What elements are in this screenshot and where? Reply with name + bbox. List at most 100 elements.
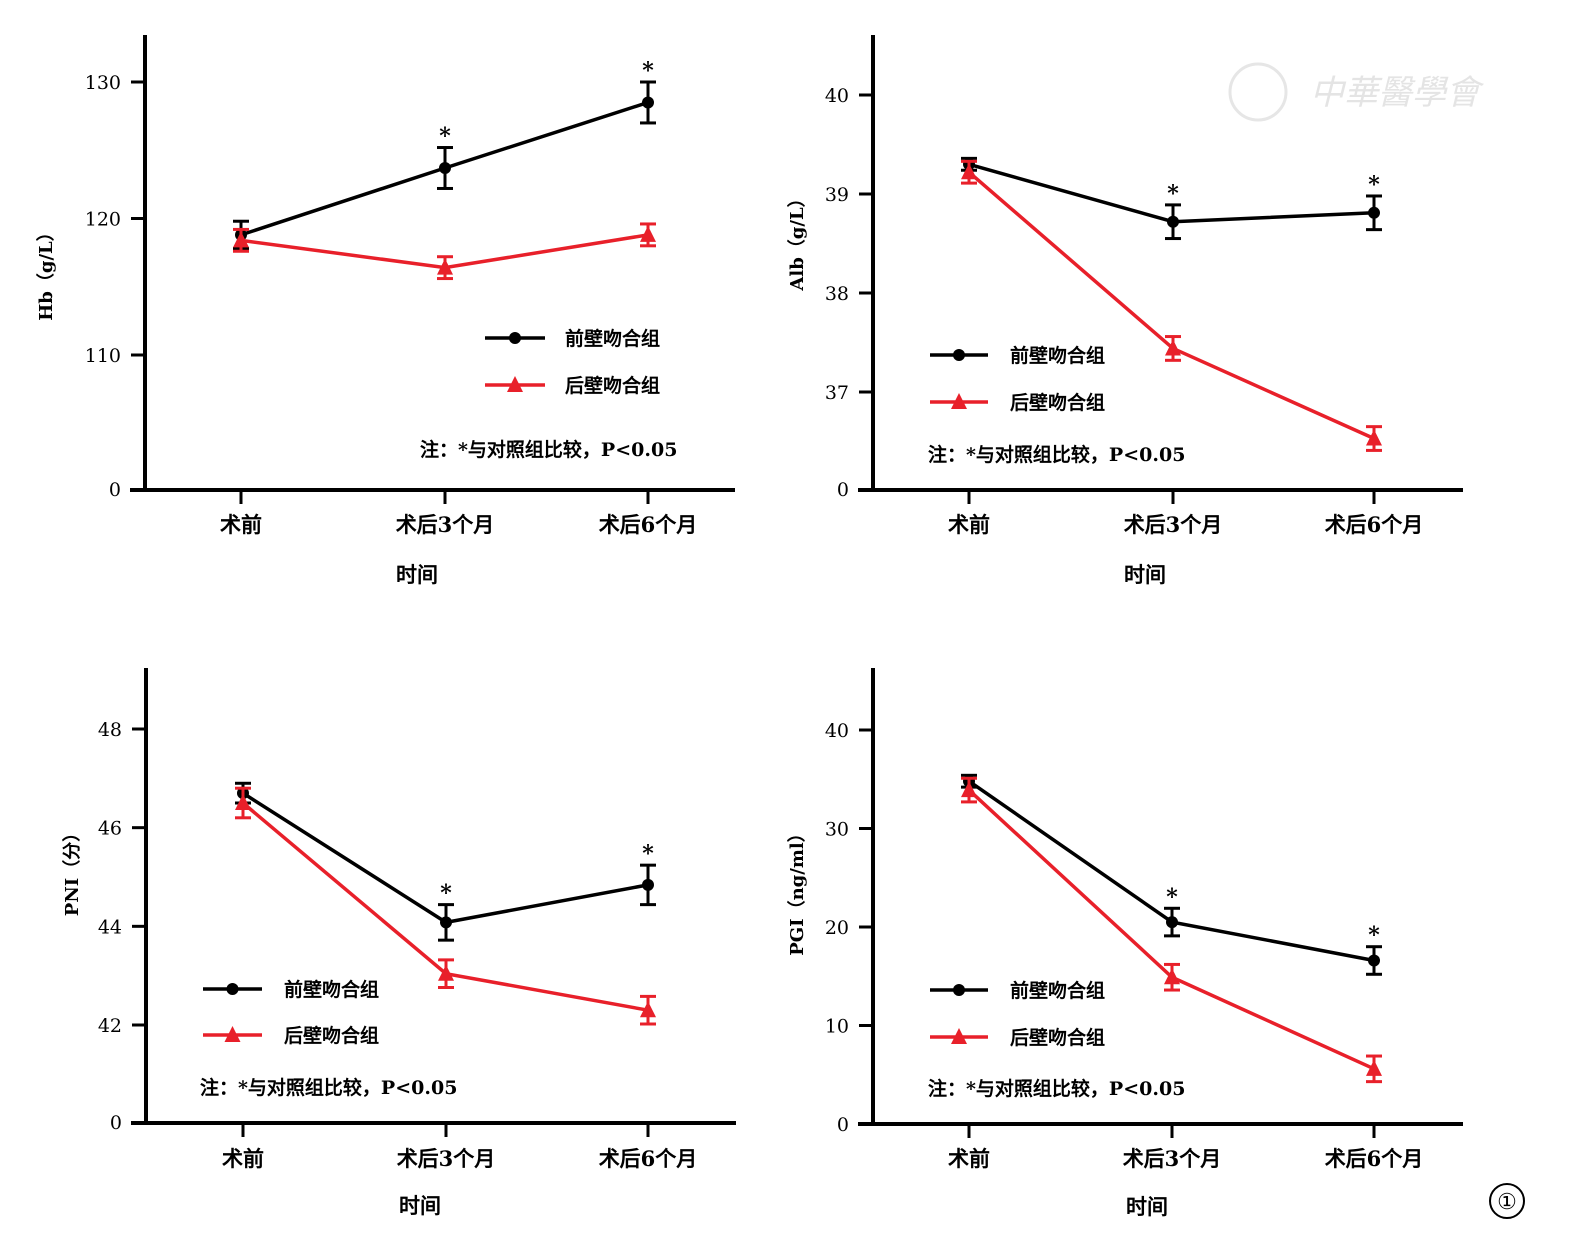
data-point	[640, 1001, 656, 1018]
significance-asterisk: *	[439, 124, 451, 150]
legend-item: 后壁吻合组	[203, 1024, 379, 1047]
y-tick-label: 38	[825, 283, 849, 305]
data-point	[233, 231, 249, 248]
series-posterior	[235, 786, 656, 1026]
x-tick-label: 术后6个月	[599, 1146, 698, 1171]
legend-item: 前壁吻合组	[485, 327, 660, 350]
data-point	[1164, 968, 1180, 985]
x-tick-label: 术前	[948, 1146, 990, 1171]
legend-marker	[953, 349, 965, 361]
watermark-text: 中華醫學會	[1310, 73, 1485, 113]
data-point	[1368, 206, 1380, 219]
y-axis-break-label: 0	[110, 1112, 122, 1134]
data-point	[437, 258, 453, 275]
y-axis-title: Hb（g/L）	[36, 223, 57, 320]
data-point	[1165, 339, 1181, 356]
data-point	[235, 794, 251, 810]
legend-label: 后壁吻合组	[1010, 1026, 1105, 1049]
data-point	[961, 781, 977, 798]
significance-asterisk: *	[642, 841, 654, 867]
significance-asterisk: *	[1167, 181, 1179, 207]
y-tick-label: 39	[825, 184, 849, 206]
y-tick-label: 40	[825, 720, 849, 742]
legend-item: 后壁吻合组	[930, 1026, 1105, 1049]
significance-asterisk: *	[440, 881, 452, 907]
x-axis-title: 时间	[399, 1193, 441, 1218]
y-tick-label: 110	[85, 345, 121, 367]
y-tick-label: 40	[825, 85, 849, 107]
x-tick-label: 术后3个月	[1124, 512, 1223, 537]
significance-note: 注：*与对照组比较，P<0.05	[928, 1077, 1185, 1100]
legend-marker	[507, 376, 523, 392]
y-tick-label: 37	[825, 382, 849, 404]
watermark: 中華醫學會	[1228, 62, 1485, 122]
x-tick-label: 术前	[222, 1146, 264, 1171]
data-point	[440, 916, 452, 929]
legend-label: 后壁吻合组	[284, 1024, 379, 1047]
data-point	[642, 878, 654, 891]
series-anterior: **	[961, 773, 1382, 976]
x-axis-title: 时间	[396, 562, 438, 587]
series-anterior: **	[235, 781, 656, 942]
series-posterior	[233, 222, 656, 281]
data-point	[640, 225, 656, 242]
x-tick-label: 术后3个月	[396, 512, 495, 537]
series-posterior	[961, 776, 1382, 1084]
legend-label: 前壁吻合组	[565, 327, 660, 350]
x-tick-label: 术前	[948, 512, 990, 537]
data-point	[1366, 429, 1382, 446]
y-axis-title: PGⅠ（ng/ml）	[787, 824, 808, 955]
data-point	[1366, 1059, 1382, 1076]
legend-label: 前壁吻合组	[1010, 344, 1105, 367]
significance-note: 注：*与对照组比较，P<0.05	[200, 1076, 457, 1099]
significance-asterisk: *	[1166, 884, 1178, 910]
y-axis-title: Alb（g/L）	[787, 189, 808, 291]
legend-label: 后壁吻合组	[565, 374, 660, 397]
legend-item: 前壁吻合组	[930, 979, 1105, 1002]
legend-item: 后壁吻合组	[485, 374, 660, 397]
data-point	[438, 964, 454, 981]
x-tick-label: 术后3个月	[1123, 1146, 1222, 1171]
x-tick-label: 术后6个月	[1325, 512, 1424, 537]
x-tick-label: 术前	[220, 512, 262, 537]
y-tick-label: 30	[825, 819, 849, 841]
series-anterior: **	[961, 156, 1382, 241]
legend-label: 后壁吻合组	[1010, 391, 1105, 414]
y-tick-label: 44	[98, 916, 122, 938]
figure-label: ①	[1489, 1183, 1525, 1219]
y-tick-label: 130	[85, 72, 121, 94]
y-tick-label: 20	[825, 917, 849, 939]
y-axis-break-label: 0	[109, 479, 121, 501]
legend-item: 前壁吻合组	[203, 978, 379, 1001]
x-axis-title: 时间	[1126, 1194, 1168, 1219]
series-posterior	[961, 159, 1382, 452]
y-tick-label: 46	[98, 818, 122, 840]
legend-marker	[953, 984, 965, 996]
x-tick-label: 术后3个月	[397, 1146, 496, 1171]
data-point	[961, 163, 977, 180]
series-anterior: **	[233, 58, 656, 251]
legend-marker	[951, 393, 967, 409]
data-point	[439, 161, 451, 174]
y-axis-title: PNI（分）	[62, 824, 83, 916]
y-axis-break-label: 0	[837, 479, 849, 501]
y-tick-label: 10	[825, 1016, 849, 1038]
x-tick-label: 术后6个月	[1325, 1146, 1424, 1171]
legend-marker	[509, 332, 521, 344]
legend-label: 前壁吻合组	[284, 978, 379, 1001]
data-point	[1166, 916, 1178, 929]
data-point	[1368, 954, 1380, 967]
y-tick-label: 48	[98, 719, 122, 741]
legend-label: 前壁吻合组	[1010, 979, 1105, 1002]
legend-marker	[224, 1026, 241, 1042]
legend-marker	[951, 1028, 967, 1044]
legend-item: 后壁吻合组	[930, 391, 1105, 414]
legend-item: 前壁吻合组	[930, 344, 1105, 367]
data-point	[1167, 215, 1179, 228]
x-tick-label: 术后6个月	[599, 512, 698, 537]
significance-asterisk: *	[642, 58, 654, 84]
significance-note: 注：*与对照组比较，P<0.05	[928, 443, 1185, 466]
